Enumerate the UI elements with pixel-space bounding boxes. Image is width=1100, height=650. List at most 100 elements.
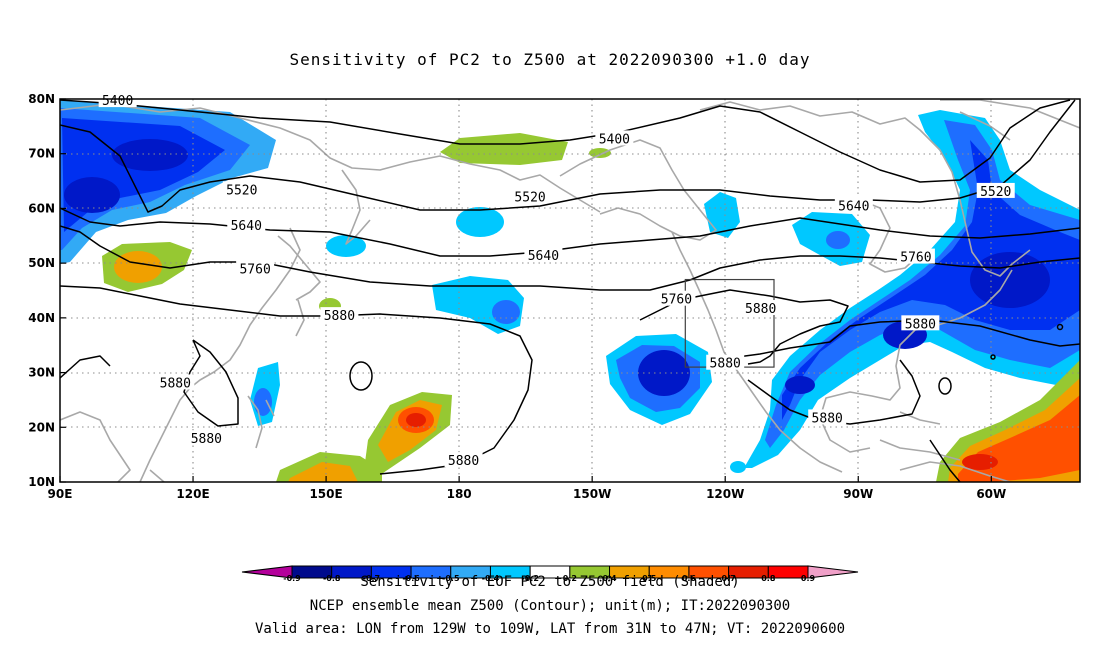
colorbar-label: -0.9 [283, 574, 301, 583]
shade-atlantic-red-core [962, 454, 998, 470]
colorbar-end-high [807, 565, 859, 579]
lat-tick-label: 70N [28, 147, 55, 161]
shade-asia-core-2 [64, 177, 120, 213]
contour-label: 5640 [838, 200, 869, 215]
contour-label-bg [524, 246, 563, 262]
coast-indochina [60, 411, 165, 482]
contour-label: 5880 [812, 411, 843, 426]
shade-npac-blue-mid [492, 300, 520, 324]
lat-tick-label: 30N [28, 366, 55, 380]
contour-label-bg [901, 315, 940, 331]
colorbar-label: -0.5 [442, 574, 460, 583]
coast-kamchatka [341, 169, 371, 245]
shade-baja-blue [730, 461, 746, 473]
contour-label-bg [896, 248, 935, 264]
contour-5880-sw [60, 355, 111, 379]
shade-canada-blue-mid [826, 231, 850, 249]
contour-5880-ne [639, 289, 849, 365]
shade-na-blue-dark [782, 140, 1080, 420]
contour-5880-north [60, 285, 533, 475]
colorbar-label: -0.6 [402, 574, 420, 583]
lat-tick-label: 80N [28, 92, 55, 106]
contour-label-bg [834, 197, 873, 213]
map-frame [59, 98, 1081, 483]
contour-label: 5880 [191, 432, 222, 447]
colorbar-label: 0.6 [682, 574, 697, 583]
contour-label-bg [976, 182, 1015, 198]
shade-asia-core [112, 139, 188, 171]
contour-label-bg [511, 188, 550, 204]
coast-na-east [819, 269, 1013, 453]
contour-label: 5640 [528, 249, 559, 264]
contour-label: 5400 [599, 132, 630, 147]
lat-tick-label: 40N [28, 311, 55, 325]
contour-5400 [60, 99, 1071, 183]
shade-arctic-green-2 [589, 148, 611, 158]
contour-5880-us [713, 319, 1080, 363]
contour-label: 5760 [900, 251, 931, 266]
contour-label-bg [808, 409, 847, 425]
figure-title: Sensitivity of PC2 to Z500 at 2022090300… [289, 50, 811, 69]
coastlines [60, 99, 1080, 482]
contour-label: 5760 [661, 293, 692, 308]
lon-tick-label: 120E [176, 487, 209, 501]
lat-tick-label: 10N [28, 475, 55, 489]
shade-phil-blue-dark [254, 388, 272, 416]
contour-small-ring-3 [1056, 323, 1064, 331]
lat-tick-label: 50N [28, 256, 55, 270]
shade-marshall-orange [288, 462, 358, 482]
footer-line-1: Sensitivity of EOF PC2 to Z500 field (Sh… [360, 574, 740, 590]
shade-westpac-red-2 [406, 413, 426, 427]
colorbar: -0.9 -0.8 -0.7 -0.6 -0.5 -0.4 -0.2 0.2 0.4 0.5 0.6… [241, 565, 859, 583]
contour-label-bg [595, 130, 634, 146]
shade-mongolia-orange [114, 251, 162, 283]
coast-canada-arctic [699, 101, 1031, 277]
contour-label-bg [320, 307, 359, 323]
contour-5880-asia [183, 339, 239, 427]
contour-label-bg [236, 260, 275, 276]
contour-label: 5640 [231, 219, 262, 234]
contour-label: 5880 [905, 317, 936, 332]
colorbar-label: -0.4 [482, 574, 500, 583]
contour-5880-atl-2 [929, 439, 961, 482]
shade-na-core-1 [970, 252, 1050, 308]
map-grid [60, 99, 1080, 482]
contour-label: 5880 [745, 302, 776, 317]
colorbar-label: -0.7 [363, 574, 381, 583]
colorbar-label: 0.7 [722, 574, 736, 583]
contour-label: 5880 [448, 454, 479, 469]
contour-label: 5880 [710, 357, 741, 372]
contour-label: 5520 [226, 183, 257, 198]
contour-label: 5760 [239, 263, 270, 278]
colorbar-label: 0.2 [563, 574, 577, 583]
contour-label-bg [657, 290, 696, 306]
contour-small-ring-1 [349, 361, 373, 391]
lon-tick-label: 150W [573, 487, 611, 501]
shade-aleut-blue [456, 207, 504, 237]
contour-label-bg [444, 452, 483, 468]
coast-philippines [247, 395, 275, 449]
lat-tick-label: 60N [28, 201, 55, 215]
lon-tick-label: 150E [309, 487, 342, 501]
contour-label-bg [156, 374, 195, 390]
colorbar-label: 0.8 [761, 574, 776, 583]
lon-tick-label: 60W [976, 487, 1006, 501]
sensitivity-shading [60, 100, 1080, 482]
footer-line-3: Valid area: LON from 129W to 109W, LAT f… [254, 621, 845, 637]
contour-small-ring-4 [990, 354, 996, 360]
contour-label: 5520 [980, 185, 1011, 200]
shade-japan-blue [326, 235, 366, 257]
coast-alaska [559, 139, 717, 241]
contour-label: 5400 [102, 94, 133, 109]
contour-label-bg [187, 430, 226, 446]
lat-tick-label: 20N [28, 420, 55, 434]
contour-label-bg [222, 181, 261, 197]
colorbar-label: 0.9 [801, 574, 816, 583]
contour-5880-gulf [747, 359, 921, 425]
colorbar-label: 0.4 [602, 574, 617, 583]
lon-tick-label: 180 [447, 487, 472, 501]
contour-small-ring-2 [938, 377, 952, 395]
shade-epac-blue-dark [638, 350, 690, 396]
colorbar-label: -0.2 [521, 574, 539, 583]
